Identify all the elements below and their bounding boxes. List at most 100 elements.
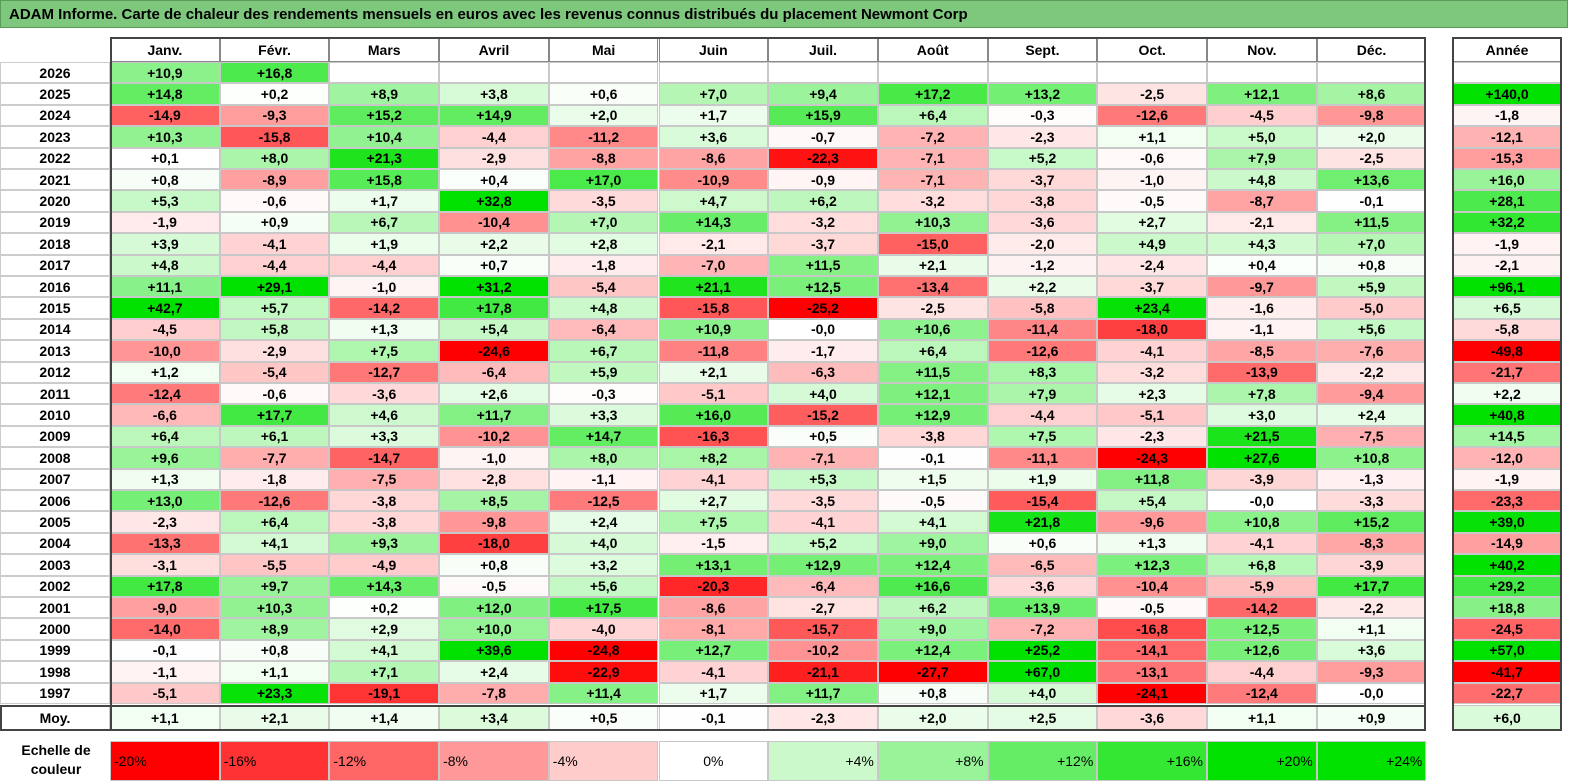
heatmap-cell: -8,1 bbox=[658, 618, 769, 640]
heatmap-cell: -4,1 bbox=[1097, 340, 1207, 362]
heatmap-cell: +17,5 bbox=[548, 597, 659, 619]
heatmap-cell: +8,3 bbox=[987, 361, 1098, 383]
heatmap-cell: -1,1 bbox=[1207, 318, 1317, 341]
color-scale-step: +4% bbox=[768, 741, 878, 781]
heatmap-cell: +5,3 bbox=[110, 190, 220, 212]
heatmap-cell: -3,8 bbox=[329, 511, 440, 533]
heatmap-cell: -2,1 bbox=[1207, 211, 1317, 234]
heatmap-cell: -8,6 bbox=[658, 597, 769, 619]
year-label: 2007 bbox=[0, 468, 110, 490]
heatmap-cell: -13,3 bbox=[110, 532, 220, 555]
heatmap-cell: -9,0 bbox=[110, 597, 220, 619]
annual-cell: -5,8 bbox=[1452, 318, 1562, 341]
heatmap-cell: +2,6 bbox=[439, 383, 549, 405]
heatmap-cell: +10,0 bbox=[439, 618, 549, 640]
heatmap-cell: -6,4 bbox=[439, 361, 549, 383]
heatmap-cell: +5,8 bbox=[219, 318, 330, 341]
heatmap-cell: -12,5 bbox=[548, 490, 659, 512]
heatmap-cell: -4,1 bbox=[1207, 532, 1317, 555]
chart-title: ADAM Informe. Carte de chaleur des rende… bbox=[9, 6, 968, 23]
heatmap-cell: -22,3 bbox=[768, 147, 878, 169]
year-label: 2002 bbox=[0, 575, 110, 597]
heatmap-cell: +15,8 bbox=[329, 169, 440, 191]
heatmap-cell: -0,5 bbox=[439, 575, 549, 597]
year-label: 2011 bbox=[0, 383, 110, 405]
heatmap-cell: +15,2 bbox=[1316, 511, 1427, 533]
heatmap-cell: -15,8 bbox=[658, 297, 769, 319]
heatmap-cell: -27,7 bbox=[877, 661, 988, 683]
heatmap-cell: +13,0 bbox=[110, 490, 220, 512]
heatmap-cell: +1,3 bbox=[110, 468, 220, 490]
heatmap-cell: -8,3 bbox=[1316, 532, 1427, 555]
annual-cell: +40,2 bbox=[1452, 554, 1562, 576]
heatmap-cell: +14,3 bbox=[658, 211, 769, 234]
heatmap-cell: -5,9 bbox=[1207, 575, 1317, 597]
heatmap-cell: +8,0 bbox=[548, 447, 659, 469]
heatmap-cell: +4,9 bbox=[1097, 233, 1207, 255]
annual-cell: -14,9 bbox=[1452, 532, 1562, 555]
heatmap-cell: -4,5 bbox=[1207, 104, 1317, 127]
year-label: 2015 bbox=[0, 297, 110, 319]
heatmap-cell: +11,1 bbox=[110, 276, 220, 298]
heatmap-cell: -12,6 bbox=[1097, 104, 1207, 127]
heatmap-cell: +0,7 bbox=[439, 254, 549, 276]
annual-cell: -2,1 bbox=[1452, 254, 1562, 276]
heatmap-cell: +0,4 bbox=[439, 169, 549, 191]
heatmap-cell: +3,6 bbox=[1316, 639, 1427, 662]
heatmap-cell: -12,4 bbox=[1207, 682, 1317, 704]
annual-cell: +16,0 bbox=[1452, 169, 1562, 191]
heatmap-cell: +9,6 bbox=[110, 447, 220, 469]
heatmap-cell: +10,3 bbox=[110, 126, 220, 148]
heatmap-cell: -0,0 bbox=[1207, 490, 1317, 512]
heatmap-cell: -2,1 bbox=[658, 233, 769, 255]
heatmap-cell: -13,1 bbox=[1097, 661, 1207, 683]
heatmap-cell: -6,6 bbox=[110, 404, 220, 426]
heatmap-cell: -24,6 bbox=[439, 340, 549, 362]
heatmap-cell: +9,4 bbox=[768, 83, 878, 105]
color-scale-step: -12% bbox=[329, 741, 440, 781]
heatmap-cell: +14,7 bbox=[548, 425, 659, 448]
heatmap-cell: -0,0 bbox=[768, 318, 878, 341]
heatmap-cell: +2,8 bbox=[548, 233, 659, 255]
heatmap-cell: +15,2 bbox=[329, 104, 440, 127]
heatmap-cell: +11,8 bbox=[1097, 468, 1207, 490]
heatmap-cell: -1,1 bbox=[548, 468, 659, 490]
heatmap-cell: -6,4 bbox=[548, 318, 659, 341]
heatmap-cell: -2,2 bbox=[1316, 361, 1427, 383]
heatmap-cell: -0,3 bbox=[548, 383, 659, 405]
heatmap-cell: +2,1 bbox=[877, 254, 988, 276]
heatmap-cell: +3,3 bbox=[329, 425, 440, 448]
heatmap-cell: -1,2 bbox=[987, 254, 1098, 276]
heatmap-cell: -8,5 bbox=[1207, 340, 1317, 362]
heatmap-cell: +42,7 bbox=[110, 297, 220, 319]
heatmap-cell: -12,6 bbox=[987, 340, 1098, 362]
annual-cell: -24,5 bbox=[1452, 618, 1562, 640]
heatmap-cell: -1,1 bbox=[110, 661, 220, 683]
month-header: Avril bbox=[439, 37, 549, 62]
heatmap-cell: -7,7 bbox=[219, 447, 330, 469]
year-label: 2004 bbox=[0, 532, 110, 555]
heatmap-cell: +9,3 bbox=[329, 532, 440, 555]
average-cell: +2,5 bbox=[987, 705, 1098, 731]
annual-cell: +18,8 bbox=[1452, 597, 1562, 619]
heatmap-cell: +11,7 bbox=[439, 404, 549, 426]
heatmap-cell: +5,3 bbox=[768, 468, 878, 490]
month-header: Juin bbox=[658, 37, 769, 62]
heatmap-cell: +5,6 bbox=[548, 575, 659, 597]
heatmap-cell: -2,7 bbox=[768, 597, 878, 619]
heatmap-cell bbox=[768, 62, 878, 84]
heatmap-cell: -9,3 bbox=[1316, 661, 1427, 683]
heatmap-cell: +6,4 bbox=[877, 340, 988, 362]
heatmap-cell: +10,3 bbox=[219, 597, 330, 619]
heatmap-cell: +23,3 bbox=[219, 682, 330, 704]
heatmap-cell: -11,4 bbox=[987, 318, 1098, 341]
heatmap-cell: +2,0 bbox=[1316, 126, 1427, 148]
heatmap-cell: -6,4 bbox=[768, 575, 878, 597]
heatmap-cell: -21,1 bbox=[768, 661, 878, 683]
heatmap-cell: +11,5 bbox=[877, 361, 988, 383]
color-scale-step: +16% bbox=[1097, 741, 1207, 781]
heatmap-cell bbox=[1316, 62, 1427, 84]
heatmap-cell: -24,1 bbox=[1097, 682, 1207, 704]
year-label: 2009 bbox=[0, 425, 110, 448]
heatmap-cell: -4,9 bbox=[329, 554, 440, 576]
